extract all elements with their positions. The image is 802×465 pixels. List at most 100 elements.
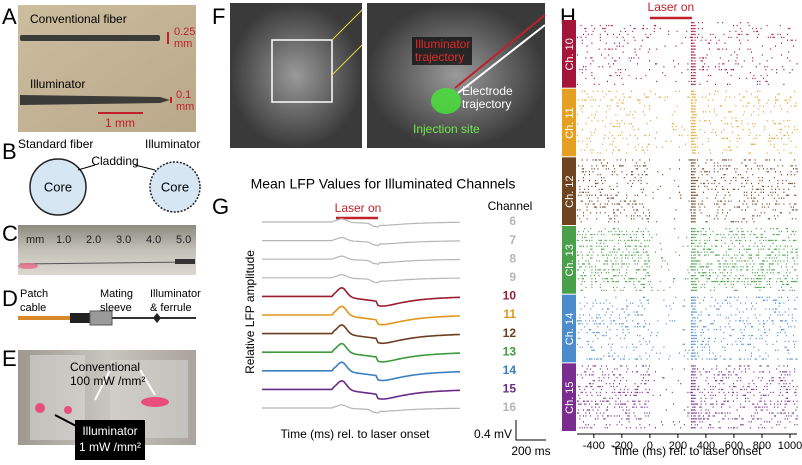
spike bbox=[693, 165, 695, 167]
spike bbox=[748, 248, 750, 250]
spike bbox=[737, 125, 739, 128]
spike bbox=[697, 326, 698, 328]
spike bbox=[716, 194, 718, 196]
spike bbox=[581, 365, 583, 367]
spike bbox=[623, 209, 625, 211]
spike bbox=[631, 239, 632, 242]
spike bbox=[622, 391, 624, 394]
spike bbox=[674, 111, 676, 113]
spike bbox=[659, 96, 661, 98]
spike bbox=[691, 218, 692, 220]
spike bbox=[698, 355, 700, 357]
spike bbox=[631, 254, 632, 256]
spike bbox=[783, 197, 785, 199]
spike bbox=[693, 406, 695, 408]
spike bbox=[716, 400, 718, 402]
spike bbox=[597, 409, 599, 411]
spike bbox=[691, 63, 692, 65]
spike bbox=[693, 368, 695, 370]
spike bbox=[613, 275, 614, 277]
spike bbox=[693, 30, 695, 33]
spike bbox=[710, 385, 712, 388]
spike bbox=[728, 427, 730, 429]
spike bbox=[645, 352, 647, 354]
spike bbox=[656, 131, 658, 134]
spike bbox=[694, 48, 696, 50]
spike bbox=[694, 388, 696, 391]
spike bbox=[652, 346, 654, 348]
spike bbox=[611, 269, 613, 271]
spike bbox=[787, 388, 788, 391]
spike bbox=[692, 63, 694, 65]
spike bbox=[615, 263, 617, 265]
spike bbox=[763, 269, 764, 271]
spike bbox=[743, 194, 745, 196]
spike bbox=[603, 248, 605, 250]
spike bbox=[687, 134, 689, 137]
spike bbox=[728, 391, 730, 394]
spike bbox=[643, 24, 644, 27]
spike bbox=[716, 278, 718, 280]
spike bbox=[607, 278, 608, 280]
spike bbox=[694, 80, 696, 83]
spike bbox=[761, 269, 763, 271]
spike bbox=[793, 209, 794, 211]
spike bbox=[687, 412, 689, 414]
spike bbox=[751, 355, 752, 357]
spike bbox=[721, 69, 722, 71]
spike bbox=[616, 257, 618, 259]
spike bbox=[781, 286, 782, 289]
spike bbox=[635, 149, 637, 151]
spike bbox=[736, 260, 738, 262]
spike bbox=[794, 263, 796, 265]
spike bbox=[717, 233, 719, 236]
spike bbox=[724, 236, 726, 239]
spike bbox=[706, 358, 708, 360]
spike bbox=[646, 182, 648, 185]
spike bbox=[788, 299, 790, 301]
spike bbox=[693, 349, 695, 351]
spike bbox=[747, 230, 749, 233]
spike bbox=[616, 194, 618, 196]
spike bbox=[595, 206, 596, 208]
spike bbox=[591, 283, 593, 286]
spike bbox=[773, 415, 775, 417]
spike bbox=[692, 374, 694, 376]
spike bbox=[716, 254, 718, 256]
spike bbox=[580, 221, 582, 223]
spike bbox=[779, 320, 781, 322]
spike bbox=[601, 248, 602, 250]
spike bbox=[623, 286, 625, 289]
spike bbox=[583, 179, 584, 182]
spike bbox=[729, 149, 731, 151]
connector bbox=[70, 313, 90, 323]
spike bbox=[603, 377, 605, 379]
spike bbox=[713, 329, 715, 331]
spike bbox=[671, 125, 673, 128]
spike bbox=[615, 275, 617, 277]
spike bbox=[592, 203, 594, 205]
spike bbox=[707, 391, 709, 394]
spike bbox=[782, 329, 784, 331]
spike bbox=[763, 323, 764, 325]
spike bbox=[758, 168, 760, 170]
spike bbox=[637, 314, 638, 316]
spike bbox=[591, 349, 593, 351]
spike bbox=[730, 200, 732, 202]
spike bbox=[729, 371, 731, 373]
spike bbox=[740, 380, 742, 382]
spike bbox=[782, 165, 784, 167]
spike bbox=[691, 188, 692, 190]
spike bbox=[608, 197, 610, 199]
spike bbox=[619, 99, 620, 101]
spike bbox=[745, 302, 746, 304]
channel-label: 6 bbox=[509, 214, 516, 228]
spike bbox=[580, 329, 582, 331]
spike bbox=[781, 230, 782, 233]
spike bbox=[791, 412, 793, 414]
spike bbox=[611, 57, 613, 59]
spike bbox=[583, 278, 584, 280]
spike bbox=[692, 418, 694, 420]
spike bbox=[693, 343, 695, 345]
spike bbox=[587, 203, 589, 205]
